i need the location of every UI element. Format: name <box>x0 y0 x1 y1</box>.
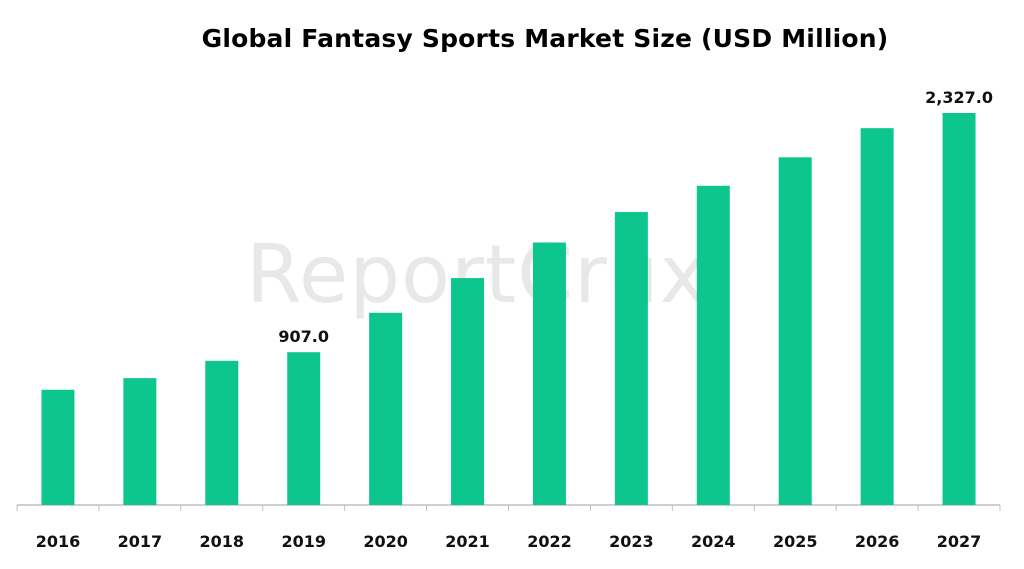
x-tick-label: 2025 <box>773 532 818 551</box>
bar-2016 <box>41 389 75 505</box>
bar-2018 <box>205 360 239 505</box>
x-tick-label: 2020 <box>363 532 408 551</box>
x-tick-label: 2017 <box>118 532 163 551</box>
bar-2025 <box>778 157 812 505</box>
bar-2024 <box>696 185 730 505</box>
bar-2019 <box>287 352 321 505</box>
bar-2027 <box>942 113 976 505</box>
bar-2017 <box>123 378 157 505</box>
x-tick-label: 2026 <box>855 532 900 551</box>
data-label: 2,327.0 <box>925 88 993 107</box>
x-tick-label: 2021 <box>445 532 490 551</box>
x-tick-label: 2022 <box>527 532 572 551</box>
chart-title: Global Fantasy Sports Market Size (USD M… <box>201 24 889 53</box>
bar-2022 <box>532 242 566 505</box>
x-tick-label: 2024 <box>691 532 736 551</box>
x-tick-label: 2016 <box>36 532 81 551</box>
bar-2020 <box>369 312 403 505</box>
bar-2021 <box>451 278 485 505</box>
data-label: 907.0 <box>278 327 329 346</box>
x-tick-label: 2023 <box>609 532 654 551</box>
x-tick-label: 2027 <box>937 532 982 551</box>
x-tick-label: 2019 <box>281 532 326 551</box>
x-tick-label: 2018 <box>200 532 245 551</box>
bar-2026 <box>860 128 894 506</box>
bar-2023 <box>614 212 648 505</box>
